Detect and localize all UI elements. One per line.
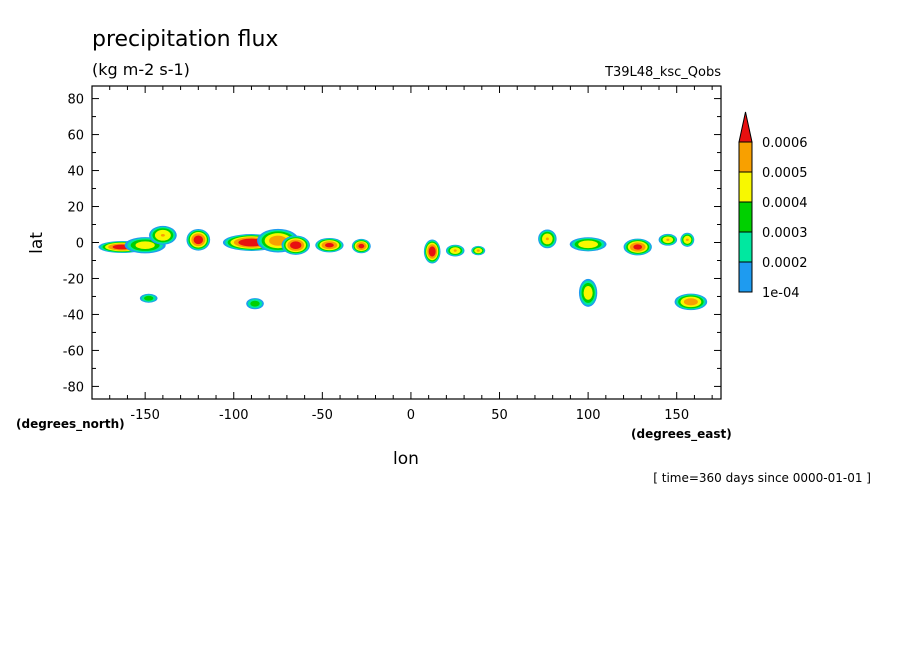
- colorbar-label: 1e-04: [762, 286, 800, 301]
- precip-cell: [578, 278, 598, 307]
- contour-level-5: [545, 237, 549, 241]
- y-tick-label: -80: [63, 380, 84, 395]
- colorbar-label: 0.0003: [762, 226, 808, 241]
- colorbar-label: 0.0006: [762, 136, 808, 151]
- precip-cell: [246, 298, 264, 310]
- precip-cell: [281, 235, 310, 255]
- colorbar-label: 0.0002: [762, 256, 808, 271]
- chart-subtitle: (kg m-2 s-1): [92, 60, 190, 79]
- contour-level-6: [325, 242, 334, 248]
- x-tick-label: 150: [664, 408, 689, 423]
- precip-cell: [658, 233, 678, 246]
- contour-level-4: [578, 240, 599, 249]
- precip-cell: [423, 239, 441, 264]
- contour-level-6: [633, 244, 643, 250]
- y-tick-label: 60: [67, 129, 84, 144]
- x-tick-label: -150: [130, 408, 160, 423]
- contour-level-6: [193, 235, 204, 245]
- contour-level-6: [358, 243, 365, 249]
- precip-cell: [315, 238, 344, 253]
- colorbar-swatch: [738, 261, 753, 293]
- axes: -150 -100 -50 0 50 100 150 -80 -60 -40 -20 0 20 40 60 8…: [63, 86, 721, 423]
- contour-level-5: [685, 238, 689, 242]
- time-label: [ time=360 days since 0000-01-01 ]: [653, 471, 871, 485]
- precip-cell: [139, 293, 158, 303]
- precip-cell: [471, 245, 486, 256]
- x-axis-units: (degrees_east): [631, 427, 732, 442]
- x-tick-label: -50: [312, 408, 333, 423]
- y-tick-label: 40: [67, 165, 84, 180]
- contour-level-6: [290, 241, 302, 250]
- y-axis-units: (degrees_north): [16, 417, 125, 432]
- colorbar-swatch: [738, 231, 753, 263]
- x-tick-label: -100: [219, 408, 249, 423]
- contour-level-5: [476, 249, 480, 252]
- contour-level-5: [683, 298, 698, 306]
- precip-cell: [674, 293, 708, 311]
- colorbar: 1e-04 0.0002 0.0003 0.0004 0.0005 0.0006: [738, 111, 808, 301]
- precip-cell: [186, 228, 211, 251]
- contour-level-3: [144, 295, 154, 301]
- contour-level-4: [583, 285, 593, 300]
- x-tick-label: 100: [576, 408, 601, 423]
- contour-field: [98, 225, 708, 311]
- contour-level-5: [160, 233, 165, 237]
- contour-level-6: [428, 246, 436, 257]
- precip-cell: [623, 238, 652, 256]
- precip-cell: [148, 225, 177, 245]
- y-tick-label: 0: [76, 237, 84, 252]
- colorbar-arrow: [738, 111, 753, 143]
- contour-level-4: [135, 241, 155, 250]
- precip-cell: [680, 232, 695, 247]
- precip-cell: [538, 229, 557, 249]
- colorbar-swatch: [738, 141, 753, 173]
- y-tick-label: 20: [67, 201, 84, 216]
- precip-cell: [351, 238, 371, 254]
- chart-title: precipitation flux: [92, 27, 278, 52]
- contour-level-3: [250, 300, 260, 307]
- y-tick-label: 80: [67, 93, 84, 108]
- contour-level-5: [453, 249, 457, 252]
- precip-cell: [569, 237, 607, 252]
- y-tick-label: -60: [63, 344, 84, 359]
- y-axis-label: lat: [27, 232, 47, 254]
- x-tick-label: 0: [407, 408, 415, 423]
- colorbar-label: 0.0004: [762, 196, 808, 211]
- colorbar-label: 0.0005: [762, 166, 808, 181]
- colorbar-swatch: [738, 171, 753, 203]
- precip-cell: [445, 244, 465, 257]
- y-tick-label: -20: [63, 272, 84, 287]
- run-label: T39L48_ksc_Qobs: [604, 65, 721, 80]
- x-tick-label: 50: [491, 408, 508, 423]
- contour-level-5: [666, 238, 670, 242]
- y-tick-label: -40: [63, 308, 84, 323]
- x-axis-label: lon: [393, 449, 419, 469]
- colorbar-swatch: [738, 201, 753, 233]
